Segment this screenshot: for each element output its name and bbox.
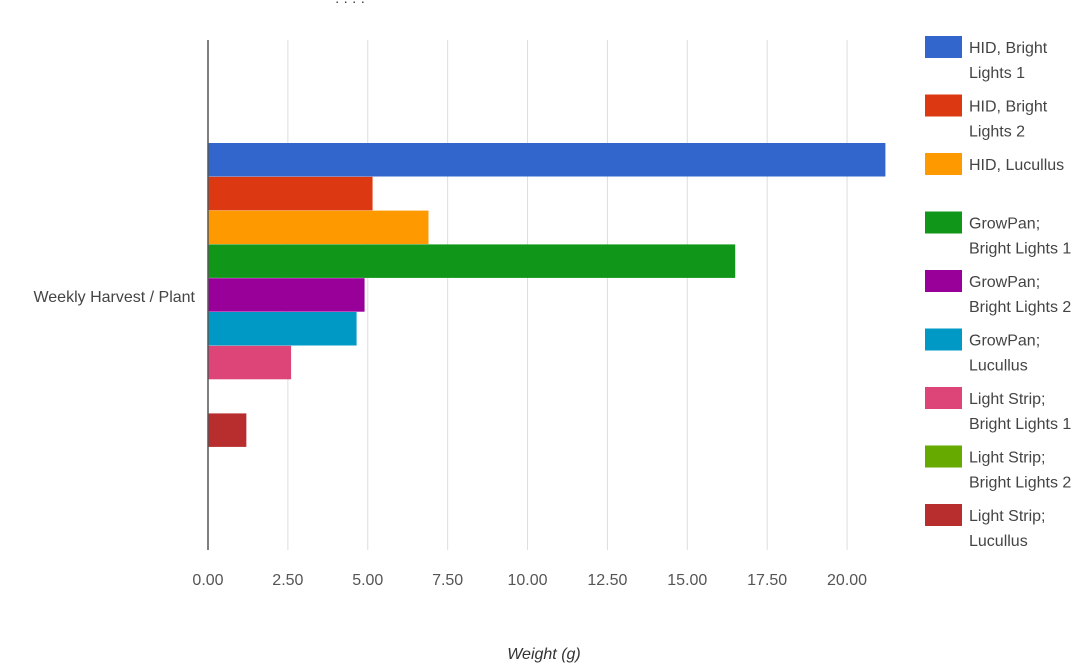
legend-swatch	[925, 387, 962, 409]
gridlines	[287, 40, 848, 550]
x-tick-label: 17.50	[747, 572, 787, 589]
x-tick-label: 15.00	[667, 572, 707, 589]
x-tick-label: 5.00	[352, 572, 383, 589]
legend-label: Bright Lights 1	[969, 416, 1071, 433]
legend-swatch	[925, 504, 962, 526]
legend-swatch	[925, 211, 962, 234]
legend-swatch	[925, 328, 962, 351]
legend-label: Bright Lights 2	[969, 475, 1071, 492]
legend-swatch	[925, 153, 962, 175]
legend-swatch	[925, 36, 962, 58]
legend-label: Lucullus	[969, 533, 1028, 550]
legend: HID, Bright Lights 1 HID, Bright Lights 2 HI…	[925, 36, 1071, 550]
category-label: Weekly Harvest / Plant	[33, 289, 195, 306]
bar	[208, 210, 429, 245]
legend-swatch	[925, 445, 962, 468]
chart-title-fragment: · · · ·	[335, 0, 365, 9]
bar	[208, 176, 373, 211]
legend-label: HID, Lucullus	[969, 157, 1064, 174]
x-tick-label: 20.00	[827, 572, 867, 589]
legend-label: HID, Bright	[969, 99, 1048, 116]
bar	[208, 143, 886, 177]
x-tick-label: 7.50	[432, 572, 463, 589]
bar	[208, 345, 292, 380]
legend-label: Light Strip;	[969, 450, 1045, 467]
x-tick-label: 2.50	[272, 572, 303, 589]
bar	[208, 413, 247, 447]
legend-label: Light Strip;	[969, 508, 1045, 525]
legend-label: Bright Lights 2	[969, 299, 1071, 316]
bar	[208, 312, 357, 346]
legend-label: Lights 1	[969, 65, 1025, 82]
x-axis-title: Weight (g)	[507, 646, 581, 663]
x-tick-label: 12.50	[587, 572, 627, 589]
legend-label: Light Strip;	[969, 391, 1045, 408]
bars	[208, 143, 886, 447]
legend-label: GrowPan;	[969, 216, 1040, 233]
x-tick-label: 10.00	[508, 572, 548, 589]
bar	[208, 244, 736, 278]
bar	[208, 278, 365, 312]
legend-swatch	[925, 94, 962, 117]
legend-label: GrowPan;	[969, 274, 1040, 291]
legend-label: HID, Bright	[969, 40, 1048, 57]
legend-label: Lucullus	[969, 358, 1028, 375]
x-tick-label: 0.00	[192, 572, 223, 589]
x-axis-ticks: 0.00 2.50 5.00 7.50 10.00 12.50 15.00 17.50 20.0…	[192, 572, 867, 589]
legend-swatch	[925, 270, 962, 292]
legend-label: Bright Lights 1	[969, 241, 1071, 258]
legend-label: GrowPan;	[969, 333, 1040, 350]
legend-label: Lights 2	[969, 124, 1025, 141]
